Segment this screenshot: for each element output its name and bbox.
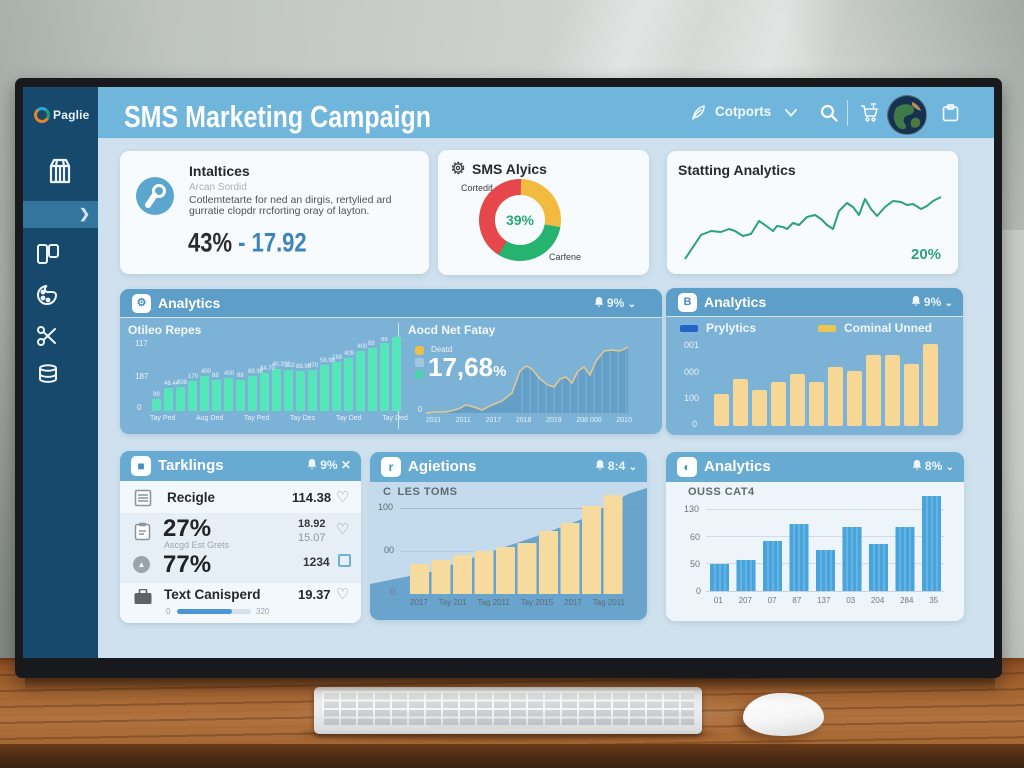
svg-text:58.98: 58.98: [320, 358, 336, 364]
svg-text:170: 170: [188, 374, 199, 380]
svg-text:88: 88: [212, 373, 219, 379]
svg-text:400: 400: [357, 344, 368, 350]
svg-text:188: 188: [332, 355, 343, 361]
svg-text:88: 88: [237, 373, 244, 379]
svg-text:409: 409: [344, 351, 355, 357]
svg-text:40.201: 40.201: [272, 362, 291, 368]
svg-text:400: 400: [224, 371, 235, 377]
svg-text:208: 208: [177, 380, 188, 386]
svg-text:48.44: 48.44: [164, 381, 180, 387]
svg-text:88.98: 88.98: [296, 364, 312, 370]
svg-text:88: 88: [381, 337, 388, 343]
svg-text:84.70: 84.70: [260, 366, 276, 372]
svg-text:470: 470: [308, 363, 319, 369]
svg-text:99: 99: [153, 392, 160, 398]
svg-text:88: 88: [368, 341, 375, 347]
svg-text:20%: 20%: [911, 246, 941, 263]
svg-text:202: 202: [285, 363, 296, 369]
svg-text:88.98: 88.98: [248, 369, 264, 375]
svg-text:39%: 39%: [506, 212, 535, 228]
svg-text:400: 400: [201, 369, 212, 375]
